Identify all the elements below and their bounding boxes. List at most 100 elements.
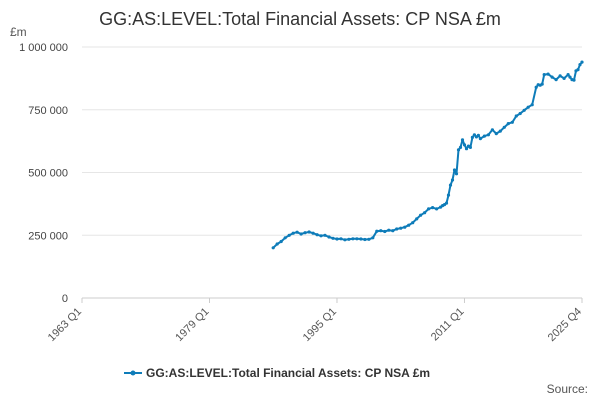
data-point[interactable] [359, 237, 363, 241]
data-point[interactable] [494, 132, 498, 136]
data-point[interactable] [578, 63, 582, 67]
data-point[interactable] [576, 68, 580, 72]
data-point[interactable] [287, 233, 291, 237]
series-line [272, 61, 583, 249]
data-point[interactable] [399, 226, 403, 230]
data-point[interactable] [470, 135, 474, 139]
data-point[interactable] [355, 237, 359, 241]
y-axis-unit: £m [10, 25, 27, 39]
data-point[interactable] [387, 228, 391, 232]
data-point[interactable] [534, 85, 538, 89]
data-point[interactable] [431, 206, 435, 210]
data-point[interactable] [444, 201, 449, 205]
data-point[interactable] [464, 147, 469, 151]
data-point[interactable] [343, 238, 347, 242]
data-point[interactable] [460, 138, 465, 142]
data-point[interactable] [502, 125, 506, 129]
data-point[interactable] [283, 236, 287, 240]
data-point[interactable] [379, 229, 383, 233]
data-point[interactable] [291, 231, 295, 235]
data-point[interactable] [271, 246, 275, 250]
data-point[interactable] [295, 230, 299, 234]
data-point[interactable] [550, 75, 554, 79]
data-point[interactable] [486, 133, 490, 137]
data-point[interactable] [546, 72, 550, 76]
data-point[interactable] [395, 227, 399, 231]
x-tick-label: 1995 Q1 [301, 306, 339, 344]
source-label: Source: [547, 382, 588, 396]
data-point[interactable] [456, 148, 461, 152]
data-point[interactable] [454, 172, 459, 176]
data-point[interactable] [478, 137, 482, 141]
legend-label: GG:AS:LEVEL:Total Financial Assets: CP N… [146, 366, 430, 380]
data-point[interactable] [540, 82, 544, 86]
data-point[interactable] [299, 232, 303, 236]
data-point[interactable] [452, 168, 457, 172]
data-point[interactable] [526, 105, 530, 109]
data-point[interactable] [347, 237, 351, 241]
data-point[interactable] [403, 225, 407, 229]
data-point[interactable] [275, 242, 279, 246]
data-point[interactable] [542, 73, 546, 77]
data-point[interactable] [391, 229, 395, 233]
data-point[interactable] [351, 237, 355, 241]
data-point[interactable] [323, 233, 327, 237]
data-point[interactable] [331, 236, 335, 240]
data-point[interactable] [472, 133, 476, 137]
legend-swatch-marker [130, 370, 136, 376]
data-point[interactable] [407, 223, 411, 227]
data-point[interactable] [375, 229, 379, 233]
data-point[interactable] [490, 128, 494, 132]
x-axis-ticks: 1963 Q1 1979 Q1 1995 Q1 2011 Q1 2025 Q4 [46, 298, 584, 344]
data-point[interactable] [522, 108, 526, 112]
data-point[interactable] [458, 145, 463, 149]
data-point[interactable] [367, 237, 371, 241]
data-point[interactable] [327, 235, 331, 239]
data-point[interactable] [568, 75, 572, 79]
data-point[interactable] [335, 237, 339, 241]
data-point[interactable] [423, 211, 427, 215]
data-point[interactable] [383, 229, 387, 234]
data-point[interactable] [518, 111, 522, 116]
x-tick-label: 2025 Q4 [546, 306, 584, 344]
data-point[interactable] [450, 178, 455, 182]
data-point[interactable] [482, 134, 486, 138]
data-point[interactable] [363, 237, 367, 242]
data-point[interactable] [446, 193, 451, 197]
data-point[interactable] [530, 103, 534, 107]
data-point[interactable] [448, 183, 453, 187]
x-tick-label: 2011 Q1 [429, 306, 467, 344]
data-point[interactable] [554, 78, 558, 82]
data-point[interactable] [506, 122, 510, 126]
data-point[interactable] [468, 145, 472, 149]
legend[interactable]: GG:AS:LEVEL:Total Financial Assets: CP N… [124, 366, 430, 380]
data-point[interactable] [462, 143, 467, 147]
data-point[interactable] [303, 231, 307, 235]
data-point[interactable] [427, 207, 431, 211]
data-point[interactable] [419, 213, 423, 217]
data-point[interactable] [311, 231, 315, 235]
data-point[interactable] [514, 114, 518, 118]
data-point[interactable] [435, 207, 439, 211]
data-point[interactable] [476, 133, 480, 137]
data-point[interactable] [562, 76, 566, 80]
data-point[interactable] [498, 129, 502, 133]
data-point[interactable] [580, 60, 584, 64]
data-point[interactable] [371, 236, 375, 240]
data-point[interactable] [510, 120, 514, 124]
y-axis-ticks: 0 250 000 500 000 750 000 1 000 000 [19, 42, 68, 305]
data-point[interactable] [319, 234, 323, 238]
data-point[interactable] [558, 74, 562, 78]
series-layer [271, 60, 584, 250]
data-point[interactable] [411, 221, 415, 225]
data-point[interactable] [315, 233, 319, 237]
data-point[interactable] [566, 73, 570, 77]
data-point[interactable] [279, 239, 283, 244]
chart-title: GG:AS:LEVEL:Total Financial Assets: CP N… [99, 9, 501, 29]
y-tick-label: 0 [62, 293, 68, 305]
data-point[interactable] [307, 230, 311, 234]
data-point[interactable] [415, 217, 419, 221]
data-point[interactable] [572, 78, 576, 82]
data-point[interactable] [339, 237, 343, 241]
